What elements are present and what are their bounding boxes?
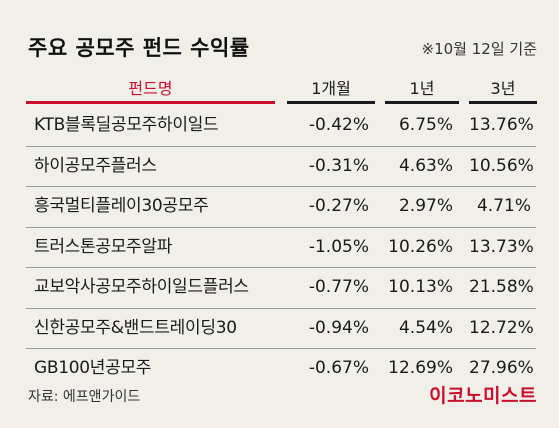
return-3-year-cell: 10.56% (469, 155, 534, 176)
column-header-1-year: 1년 (385, 78, 459, 104)
column-header-3-year: 3년 (469, 78, 537, 104)
return-1-year-cell: 10.13% (388, 277, 453, 297)
date-note: ※10월 12일 기준 (421, 40, 537, 58)
return-1-year-cell: 2.97% (398, 196, 453, 216)
table-row: GB100년공모주 -0.67% 12.69% 27.96% (26, 349, 536, 389)
fund-name-cell: 신한공모주&밴드트레이딩30 (34, 317, 237, 338)
table-row: 트러스톤공모주알파 -1.05% 10.26% 13.73% (26, 228, 536, 268)
return-1-year-cell: 12.69% (388, 358, 453, 378)
table-row: 흥국멀티플레이30공모주 -0.27% 2.97% 4.71% (26, 187, 536, 228)
table-row: 교보악사공모주하이일드플러스 -0.77% 10.13% 21.58% (26, 268, 536, 309)
return-3-year-cell: 13.73% (469, 236, 534, 257)
fund-name-cell: 흥국멀티플레이30공모주 (34, 196, 209, 216)
return-1-year-cell: 10.26% (388, 236, 453, 257)
table-header: 펀드명 1개월 1년 3년 (26, 78, 537, 104)
fund-name-cell: 교보악사공모주하이일드플러스 (34, 277, 249, 297)
source-note: 자료: 에프앤가이드 (28, 389, 141, 405)
page-title: 주요 공모주 펀드 수익률 (28, 36, 250, 60)
return-1-month-cell: -0.77% (308, 277, 369, 297)
return-1-month-cell: -0.67% (308, 358, 369, 378)
return-1-month-cell: -0.94% (308, 317, 369, 338)
return-3-year-cell: 4.71% (476, 196, 531, 216)
column-header-1-month: 1개월 (287, 78, 375, 104)
table-row: KTB블록딜공모주하이일드 -0.42% 6.75% 13.76% (26, 106, 536, 147)
return-1-month-cell: -1.05% (308, 236, 369, 257)
return-3-year-cell: 21.58% (469, 277, 534, 297)
return-1-year-cell: 4.54% (398, 317, 453, 338)
fund-name-cell: GB100년공모주 (34, 358, 152, 378)
fund-name-cell: 하이공모주플러스 (34, 155, 157, 176)
fund-table-body: KTB블록딜공모주하이일드 -0.42% 6.75% 13.76% 하이공모주플… (26, 106, 536, 389)
column-header-fund-name: 펀드명 (26, 78, 275, 104)
table-row: 하이공모주플러스 -0.31% 4.63% 10.56% (26, 147, 536, 187)
fund-name-cell: 트러스톤공모주알파 (34, 236, 173, 257)
return-1-month-cell: -0.31% (308, 155, 369, 176)
return-3-year-cell: 12.72% (469, 317, 534, 338)
return-3-year-cell: 27.96% (469, 358, 534, 378)
fund-name-cell: KTB블록딜공모주하이일드 (34, 115, 219, 135)
return-1-month-cell: -0.42% (308, 115, 369, 135)
return-1-year-cell: 4.63% (398, 155, 453, 176)
return-1-year-cell: 6.75% (398, 115, 453, 135)
return-1-month-cell: -0.27% (308, 196, 369, 216)
return-3-year-cell: 13.76% (469, 115, 534, 135)
publisher-logo: 이코노미스트 (429, 385, 537, 407)
table-row: 신한공모주&밴드트레이딩30 -0.94% 4.54% 12.72% (26, 309, 536, 349)
